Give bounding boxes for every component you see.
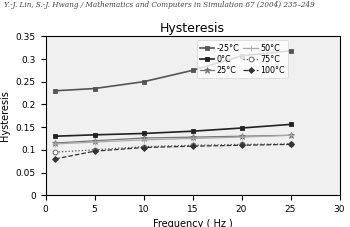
75°C [141,145,146,148]
Line: 0°C: 0°C [53,122,293,139]
0°C [53,135,57,138]
Legend: -25°C, 0°C, 25°C, 50°C, 75°C, 100°C: -25°C, 0°C, 25°C, 50°C, 75°C, 100°C [197,40,288,78]
50°C [239,136,244,138]
100°C [190,145,195,148]
100°C [53,158,57,160]
25°C [190,136,195,138]
X-axis label: Frequency ( Hz ): Frequency ( Hz ) [153,220,232,227]
0°C [239,127,244,129]
0°C [141,132,146,135]
0°C [190,130,195,133]
-25°C [53,89,57,92]
50°C [141,138,146,141]
Line: 50°C: 50°C [52,132,294,147]
100°C [239,144,244,147]
25°C [288,134,293,137]
75°C [190,144,195,147]
50°C [53,143,57,145]
75°C [239,143,244,146]
-25°C [190,69,195,72]
100°C [92,150,97,153]
100°C [288,143,293,146]
25°C [239,135,244,138]
50°C [190,137,195,140]
Title: Hysteresis: Hysteresis [160,22,225,35]
0°C [92,133,97,136]
75°C [92,148,97,151]
0°C [288,123,293,126]
Line: 100°C: 100°C [53,142,293,161]
Text: Y.-J. Lin, S.-J. Hwang / Mathematics and Computers in Simulation 67 (2004) 235–2: Y.-J. Lin, S.-J. Hwang / Mathematics and… [4,1,314,9]
25°C [53,142,57,144]
75°C [288,143,293,145]
25°C [141,137,146,139]
50°C [92,141,97,143]
Line: 75°C: 75°C [53,141,293,155]
Y-axis label: Hysteresis: Hysteresis [0,90,10,141]
-25°C [141,80,146,83]
-25°C [92,87,97,90]
25°C [92,139,97,142]
100°C [141,146,146,149]
50°C [288,134,293,137]
75°C [53,151,57,153]
-25°C [288,49,293,52]
Line: 25°C: 25°C [52,132,294,146]
-25°C [239,54,244,57]
Line: -25°C: -25°C [53,48,293,93]
